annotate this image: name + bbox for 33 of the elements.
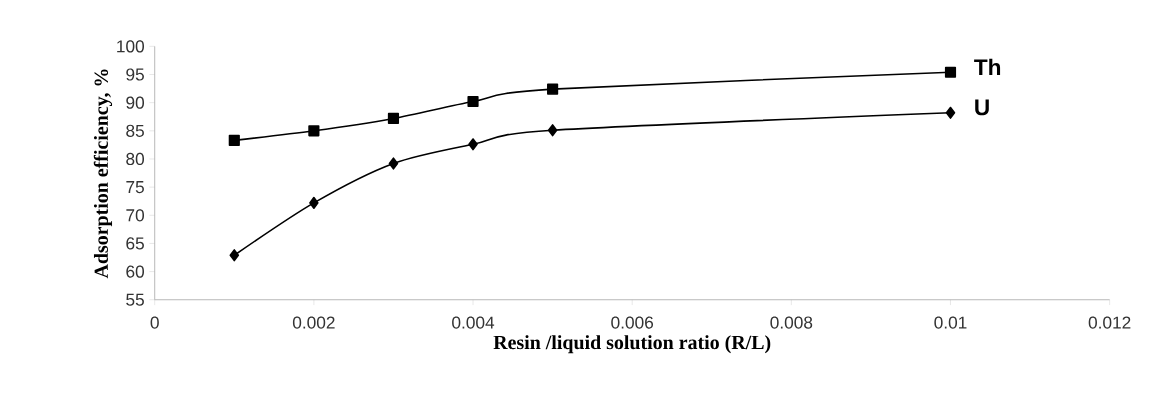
x-axis-title: Resin /liquid solution ratio (R/L) <box>493 335 771 354</box>
point <box>547 124 558 137</box>
point <box>468 138 478 151</box>
point <box>388 157 399 170</box>
point <box>309 196 319 209</box>
series-label: U <box>975 99 989 116</box>
y-tick-label: 80 <box>126 152 145 166</box>
x-tick-label: 0.004 <box>452 316 495 329</box>
x-tick-label: 0.002 <box>292 316 335 329</box>
y-tick-label: 85 <box>126 124 144 137</box>
x-tick-label: 0.008 <box>770 316 813 329</box>
point <box>228 134 240 146</box>
series-label: Th <box>974 58 1001 76</box>
x-tick-label: 0 <box>150 316 159 329</box>
point <box>308 125 320 137</box>
y-tick-label: 90 <box>126 96 145 109</box>
x-tick-label: 0.012 <box>1088 316 1131 329</box>
point <box>944 66 957 78</box>
y-tick-label: 100 <box>117 40 145 53</box>
y-tick-label: 70 <box>126 209 145 222</box>
point <box>387 112 400 124</box>
y-tick-label: 95 <box>126 68 144 81</box>
y-tick-label: 65 <box>126 237 144 250</box>
point <box>467 95 479 108</box>
x-tick-label: 0.006 <box>611 316 654 329</box>
point <box>945 106 956 119</box>
y-axis-title: Adsorption efficiency, % <box>93 69 113 279</box>
point <box>229 249 240 262</box>
y-tick-label: 55 <box>126 293 144 306</box>
y-tick-label: 75 <box>126 181 144 194</box>
point <box>547 83 559 95</box>
y-tick-label: 60 <box>126 265 145 278</box>
x-tick-label: 0.01 <box>934 316 967 329</box>
